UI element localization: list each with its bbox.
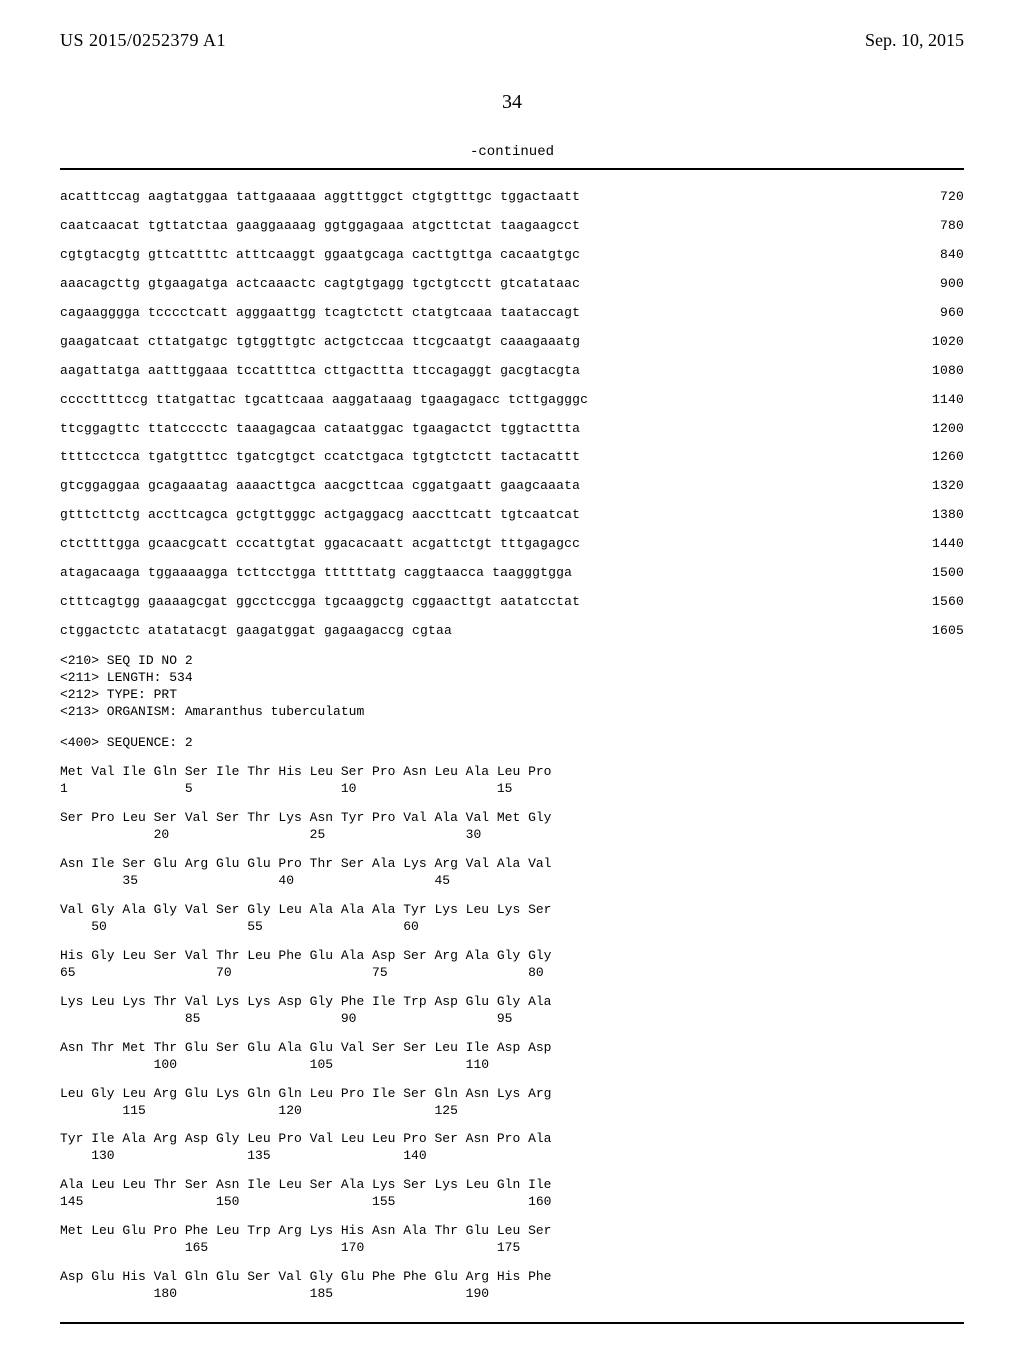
protein-num-row: 180 185 190 <box>60 1287 964 1302</box>
nucleotide-seq-text: aaacagcttg gtgaagatga actcaaactc cagtgtg… <box>60 277 580 292</box>
protein-aa-row: Met Leu Glu Pro Phe Leu Trp Arg Lys His … <box>60 1224 964 1239</box>
nucleotide-seq-text: cgtgtacgtg gttcattttc atttcaaggt ggaatgc… <box>60 248 580 263</box>
protein-num-row: 165 170 175 <box>60 1241 964 1256</box>
nucleotide-line: gtttcttctg accttcagca gctgttgggc actgagg… <box>60 508 964 523</box>
nucleotide-line: gaagatcaat cttatgatgc tgtggttgtc actgctc… <box>60 335 964 350</box>
nucleotide-position: 1200 <box>908 422 964 437</box>
nucleotide-position: 780 <box>916 219 964 234</box>
nucleotide-seq-text: ctttcagtgg gaaaagcgat ggcctccgga tgcaagg… <box>60 595 580 610</box>
top-rule <box>60 168 964 170</box>
nucleotide-position: 1020 <box>908 335 964 350</box>
protein-num-row: 50 55 60 <box>60 920 964 935</box>
nucleotide-line: aagattatga aatttggaaa tccattttca cttgact… <box>60 364 964 379</box>
nucleotide-position: 960 <box>916 306 964 321</box>
nucleotide-seq-text: ttcggagttc ttatcccctc taaagagcaa cataatg… <box>60 422 580 437</box>
protein-aa-row: Met Val Ile Gln Ser Ile Thr His Leu Ser … <box>60 765 964 780</box>
protein-aa-row: Asn Ile Ser Glu Arg Glu Glu Pro Thr Ser … <box>60 857 964 872</box>
nucleotide-line: acatttccag aagtatggaa tattgaaaaa aggtttg… <box>60 190 964 205</box>
protein-aa-row: Ser Pro Leu Ser Val Ser Thr Lys Asn Tyr … <box>60 811 964 826</box>
nucleotide-seq-text: atagacaaga tggaaaagga tcttcctgga tttttta… <box>60 566 572 581</box>
protein-num-row: 100 105 110 <box>60 1058 964 1073</box>
nucleotide-seq-text: ttttcctcca tgatgtttcc tgatcgtgct ccatctg… <box>60 450 580 465</box>
nucleotide-seq-text: gtcggaggaa gcagaaatag aaaacttgca aacgctt… <box>60 479 580 494</box>
nucleotide-line: ttcggagttc ttatcccctc taaagagcaa cataatg… <box>60 422 964 437</box>
nucleotide-seq-text: ctcttttgga gcaacgcatt cccattgtat ggacaca… <box>60 537 580 552</box>
nucleotide-line: cgtgtacgtg gttcattttc atttcaaggt ggaatgc… <box>60 248 964 263</box>
nucleotide-line: atagacaaga tggaaaagga tcttcctgga tttttta… <box>60 566 964 581</box>
nucleotide-position: 840 <box>916 248 964 263</box>
nucleotide-line: ccccttttccg ttatgattac tgcattcaaa aaggat… <box>60 393 964 408</box>
nucleotide-position: 1605 <box>908 624 964 639</box>
nucleotide-seq-text: gtttcttctg accttcagca gctgttgggc actgagg… <box>60 508 580 523</box>
nucleotide-position: 1500 <box>908 566 964 581</box>
nucleotide-line: ctggactctc atatatacgt gaagatggat gagaaga… <box>60 624 964 639</box>
protein-aa-row: His Gly Leu Ser Val Thr Leu Phe Glu Ala … <box>60 949 964 964</box>
nucleotide-seq-text: caatcaacat tgttatctaa gaaggaaaag ggtggag… <box>60 219 580 234</box>
sequence-metadata: <210> SEQ ID NO 2 <211> LENGTH: 534 <212… <box>60 653 964 721</box>
protein-aa-row: Asp Glu His Val Gln Glu Ser Val Gly Glu … <box>60 1270 964 1285</box>
nucleotide-block: acatttccag aagtatggaa tattgaaaaa aggtttg… <box>60 190 964 639</box>
nucleotide-position: 1260 <box>908 450 964 465</box>
protein-aa-row: Val Gly Ala Gly Val Ser Gly Leu Ala Ala … <box>60 903 964 918</box>
nucleotide-position: 1560 <box>908 595 964 610</box>
protein-num-row: 130 135 140 <box>60 1149 964 1164</box>
protein-block: Met Val Ile Gln Ser Ile Thr His Leu Ser … <box>60 765 964 1302</box>
protein-num-row: 65 70 75 80 <box>60 966 964 981</box>
protein-num-row: 35 40 45 <box>60 874 964 889</box>
sequence-label: <400> SEQUENCE: 2 <box>60 735 964 752</box>
bottom-rule <box>60 1322 964 1324</box>
nucleotide-line: ctcttttgga gcaacgcatt cccattgtat ggacaca… <box>60 537 964 552</box>
nucleotide-seq-text: ccccttttccg ttatgattac tgcattcaaa aaggat… <box>60 393 588 408</box>
protein-num-row: 85 90 95 <box>60 1012 964 1027</box>
protein-num-row: 115 120 125 <box>60 1104 964 1119</box>
nucleotide-position: 1440 <box>908 537 964 552</box>
header-row: US 2015/0252379 A1 Sep. 10, 2015 <box>60 30 964 51</box>
nucleotide-line: ttttcctcca tgatgtttcc tgatcgtgct ccatctg… <box>60 450 964 465</box>
protein-num-row: 20 25 30 <box>60 828 964 843</box>
protein-num-row: 1 5 10 15 <box>60 782 964 797</box>
publication-number: US 2015/0252379 A1 <box>60 30 226 51</box>
nucleotide-position: 1080 <box>908 364 964 379</box>
publication-date: Sep. 10, 2015 <box>865 30 964 51</box>
nucleotide-seq-text: cagaagggga tcccctcatt agggaattgg tcagtct… <box>60 306 580 321</box>
protein-aa-row: Leu Gly Leu Arg Glu Lys Gln Gln Leu Pro … <box>60 1087 964 1102</box>
nucleotide-seq-text: acatttccag aagtatggaa tattgaaaaa aggtttg… <box>60 190 580 205</box>
protein-aa-row: Tyr Ile Ala Arg Asp Gly Leu Pro Val Leu … <box>60 1132 964 1147</box>
protein-aa-row: Asn Thr Met Thr Glu Ser Glu Ala Glu Val … <box>60 1041 964 1056</box>
protein-aa-row: Lys Leu Lys Thr Val Lys Lys Asp Gly Phe … <box>60 995 964 1010</box>
nucleotide-position: 720 <box>916 190 964 205</box>
nucleotide-seq-text: ctggactctc atatatacgt gaagatggat gagaaga… <box>60 624 452 639</box>
nucleotide-line: caatcaacat tgttatctaa gaaggaaaag ggtggag… <box>60 219 964 234</box>
protein-num-row: 145 150 155 160 <box>60 1195 964 1210</box>
page-container: US 2015/0252379 A1 Sep. 10, 2015 34 -con… <box>0 0 1024 1364</box>
nucleotide-position: 1320 <box>908 479 964 494</box>
page-number: 34 <box>60 91 964 114</box>
nucleotide-line: ctttcagtgg gaaaagcgat ggcctccgga tgcaagg… <box>60 595 964 610</box>
nucleotide-seq-text: gaagatcaat cttatgatgc tgtggttgtc actgctc… <box>60 335 580 350</box>
nucleotide-position: 1380 <box>908 508 964 523</box>
protein-aa-row: Ala Leu Leu Thr Ser Asn Ile Leu Ser Ala … <box>60 1178 964 1193</box>
continued-label: -continued <box>60 144 964 160</box>
nucleotide-line: gtcggaggaa gcagaaatag aaaacttgca aacgctt… <box>60 479 964 494</box>
nucleotide-position: 900 <box>916 277 964 292</box>
nucleotide-line: cagaagggga tcccctcatt agggaattgg tcagtct… <box>60 306 964 321</box>
nucleotide-line: aaacagcttg gtgaagatga actcaaactc cagtgtg… <box>60 277 964 292</box>
nucleotide-position: 1140 <box>908 393 964 408</box>
nucleotide-seq-text: aagattatga aatttggaaa tccattttca cttgact… <box>60 364 580 379</box>
